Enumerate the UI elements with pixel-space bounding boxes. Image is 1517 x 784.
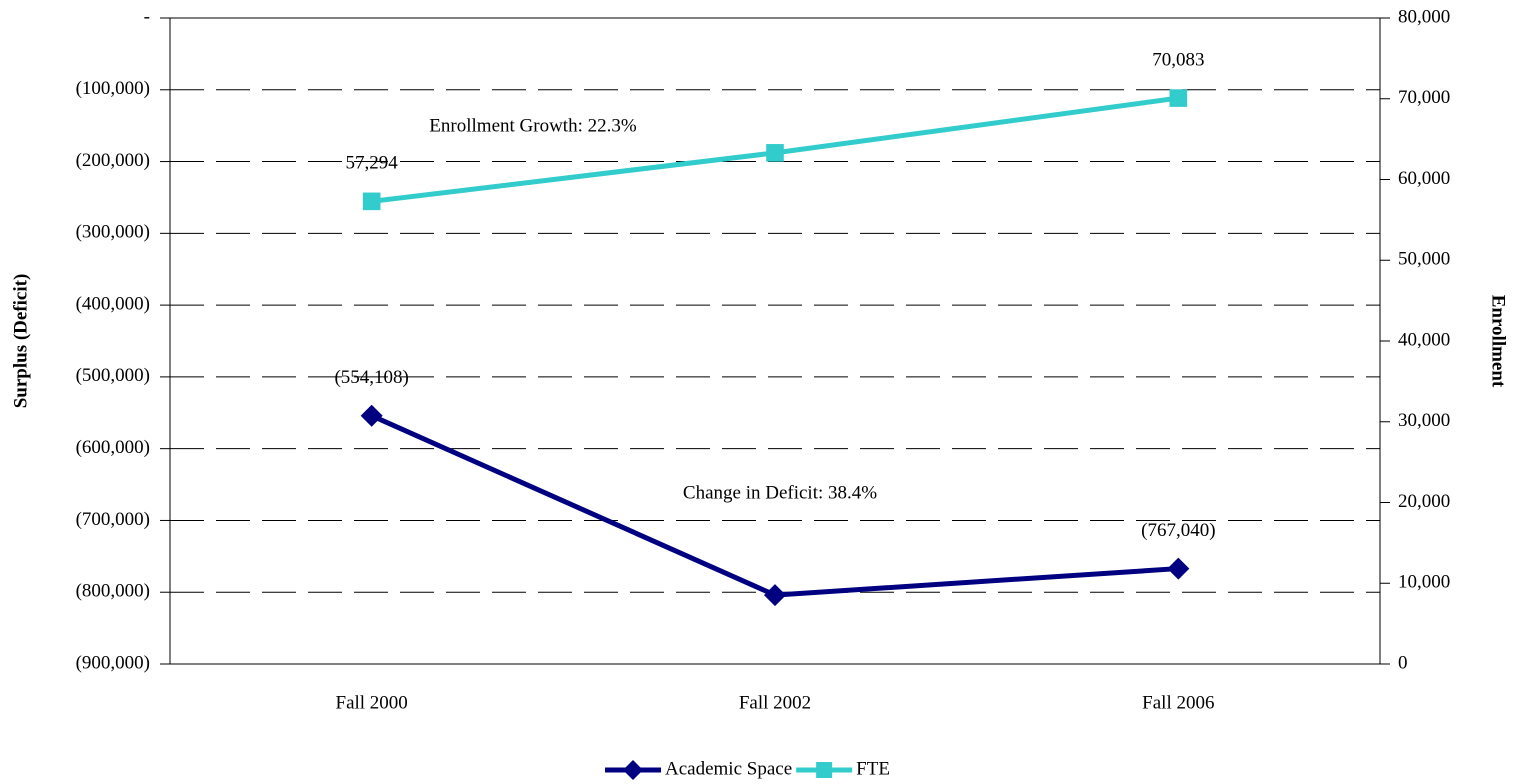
y2-tick-label: 60,000	[1398, 168, 1450, 189]
data-point	[764, 584, 786, 607]
data-point	[1167, 557, 1190, 580]
data-label: (767,040)	[1141, 520, 1215, 541]
y-tick-label: (800,000)	[76, 581, 150, 602]
data-label: 57,294	[346, 153, 399, 174]
y2-tick-label: 40,000	[1398, 329, 1450, 350]
data-point	[1169, 89, 1188, 107]
x-tick-label: Fall 2000	[336, 692, 408, 713]
legend-marker	[816, 762, 833, 778]
y-tick-label: -	[144, 6, 150, 27]
legend-label: Academic Space	[665, 758, 792, 779]
y2-tick-label: 10,000	[1398, 572, 1450, 593]
y2-tick-label: 50,000	[1398, 249, 1450, 270]
annotation: Change in Deficit: 38.4%	[683, 482, 877, 503]
data-point	[360, 404, 383, 427]
y2-tick-label: 30,000	[1398, 410, 1450, 431]
data-point	[766, 144, 784, 162]
y-tick-label: (700,000)	[76, 509, 150, 530]
data-label: 70,083	[1152, 49, 1204, 70]
data-label: (554,108)	[334, 367, 408, 388]
y-tick-label: (200,000)	[76, 150, 150, 171]
legend-label: FTE	[856, 758, 890, 779]
annotation: Enrollment Growth: 22.3%	[429, 115, 637, 136]
y-tick-label: (500,000)	[76, 365, 150, 386]
y2-tick-label: 20,000	[1398, 491, 1450, 512]
x-tick-label: Fall 2002	[739, 692, 811, 713]
series-line	[370, 413, 1179, 598]
x-tick-label: Fall 2006	[1142, 692, 1214, 713]
plot-area	[169, 17, 1381, 665]
y-axis-title: Surplus (Deficit)	[10, 274, 31, 409]
y2-tick-label: 70,000	[1398, 87, 1450, 108]
y-tick-label: (600,000)	[76, 437, 150, 458]
y-tick-label: (400,000)	[76, 293, 150, 314]
data-point	[362, 192, 381, 211]
y-tick-label: (900,000)	[76, 652, 150, 673]
y2-tick-label: 0	[1398, 652, 1408, 673]
legend-marker	[623, 760, 643, 780]
y2-axis-title: Enrollment	[1488, 295, 1509, 388]
y-tick-label: (100,000)	[76, 78, 150, 99]
y-tick-label: (300,000)	[76, 222, 150, 243]
y2-tick-label: 80,000	[1398, 6, 1450, 27]
